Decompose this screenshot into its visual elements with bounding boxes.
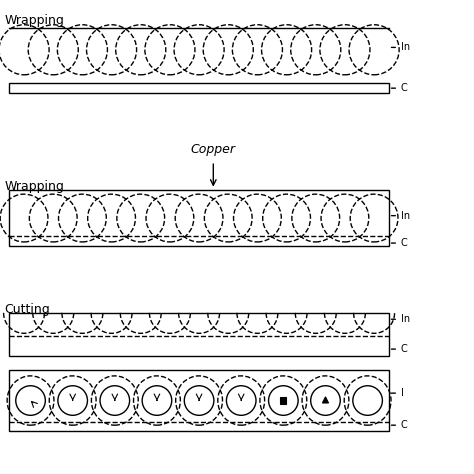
Text: Copper: Copper (191, 144, 236, 156)
Text: C: C (401, 238, 407, 248)
Text: I: I (401, 388, 403, 398)
FancyBboxPatch shape (9, 370, 389, 431)
Text: Cutting: Cutting (5, 303, 51, 316)
Text: C: C (401, 344, 407, 354)
Text: In: In (401, 42, 410, 53)
Text: In: In (401, 210, 410, 221)
Text: In: In (401, 314, 410, 324)
Polygon shape (322, 397, 328, 403)
FancyBboxPatch shape (9, 190, 389, 246)
Text: Wrapping: Wrapping (5, 14, 64, 27)
Text: C: C (401, 83, 407, 93)
FancyBboxPatch shape (9, 313, 389, 356)
FancyBboxPatch shape (9, 83, 389, 93)
Bar (280, 397, 286, 404)
Text: C: C (401, 420, 407, 430)
Text: Wrapping: Wrapping (5, 180, 64, 193)
